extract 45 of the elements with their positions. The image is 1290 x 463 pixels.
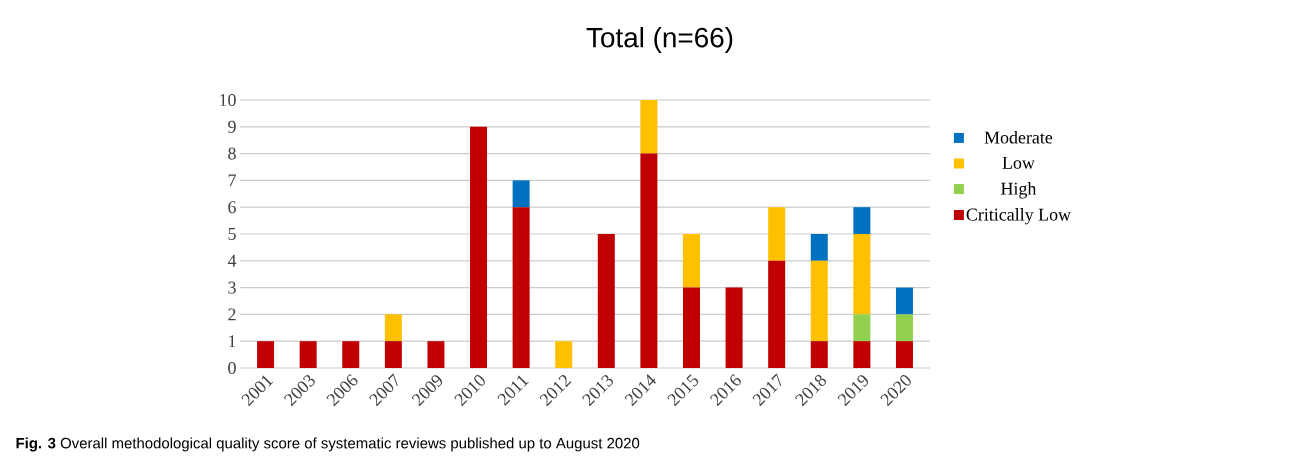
y-tick-label: 10 — [220, 93, 236, 107]
y-tick-label: 7 — [228, 174, 236, 187]
bar — [640, 99, 658, 154]
bar — [555, 341, 573, 368]
bar — [470, 126, 488, 368]
bar — [810, 341, 828, 368]
y-tick-label: 5 — [228, 228, 236, 240]
bar — [512, 180, 530, 208]
bar — [640, 153, 658, 368]
bar — [682, 287, 700, 368]
bar — [299, 341, 317, 368]
y-tick-label: 3 — [228, 281, 236, 294]
bar — [384, 314, 402, 342]
bar — [384, 341, 402, 368]
y-tick-label: 9 — [228, 120, 236, 133]
legend-label: Critically Low — [966, 208, 1071, 225]
bar — [895, 314, 913, 342]
bar — [257, 341, 275, 368]
bar — [427, 341, 445, 368]
bar — [768, 207, 786, 261]
bar — [853, 341, 871, 368]
bar — [597, 233, 615, 368]
bar — [725, 287, 743, 368]
bar — [810, 233, 828, 261]
text: Fig. 3 Overall methodological quality score of systematic reviews published up to August 2020 — [16, 437, 640, 452]
bar — [768, 260, 786, 368]
bar — [895, 341, 913, 368]
bar — [810, 260, 828, 342]
bar — [853, 207, 871, 234]
y-tick-label: 0 — [228, 361, 236, 375]
legend-label: Low — [1002, 156, 1035, 169]
legend-label: Moderate — [984, 130, 1053, 144]
bar — [895, 287, 913, 315]
legend-label: High — [1001, 182, 1037, 199]
bar — [853, 233, 871, 315]
bar — [682, 233, 700, 288]
bar — [342, 341, 360, 368]
y-tick-label: 1 — [229, 335, 236, 348]
bar — [853, 314, 871, 342]
y-tick-label: 4 — [227, 254, 237, 267]
y-tick-label: 6 — [228, 201, 236, 214]
chart-title: Total (n=66) — [586, 27, 733, 53]
y-tick-label: 2 — [228, 308, 236, 321]
bar — [512, 207, 530, 368]
y-tick-label: 8 — [228, 147, 236, 160]
